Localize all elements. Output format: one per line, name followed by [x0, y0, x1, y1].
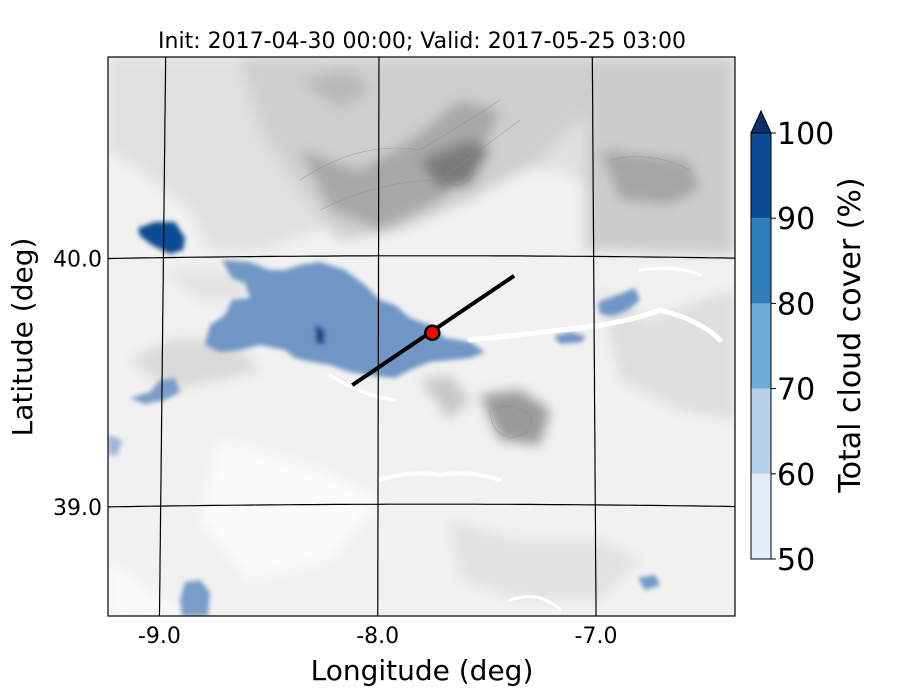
colorbar-segment [751, 133, 771, 219]
meridian-line [591, 57, 597, 616]
rivers [328, 266, 723, 612]
cloud-region-central [205, 260, 485, 378]
cloud-cover-field [108, 222, 660, 616]
location-marker [424, 324, 441, 342]
x-axis-label: Longitude (deg) [311, 654, 534, 687]
colorbar-segment [751, 388, 771, 474]
terrain-contours [299, 99, 691, 439]
y-axis-label: Latitude (deg) [6, 238, 39, 437]
colorbar-tick-label: 70 [777, 373, 815, 408]
lon-tick-label: -8.0 [356, 624, 399, 649]
cloud-region-east [598, 288, 640, 316]
lat-tick-label: 39.0 [53, 496, 102, 521]
meridian-line [377, 57, 380, 616]
colorbar-frame [750, 132, 772, 560]
lon-tick-label: -7.0 [575, 624, 618, 649]
lat-tick-labels: 40.0 39.0 [53, 248, 102, 521]
lon-tick-label: -9.0 [138, 624, 181, 649]
cloud-region-west-edge [108, 435, 122, 455]
graticule [108, 57, 735, 616]
parallel-line [108, 503, 735, 508]
cloud-region-central-dense [315, 325, 325, 345]
parallel-line [108, 255, 735, 260]
cloud-region-south [180, 580, 210, 616]
cloud-region-southwest [130, 378, 180, 404]
map-plot-area [108, 57, 735, 616]
lat-tick-label: 40.0 [53, 248, 102, 273]
cloud-region-southeast [638, 575, 660, 590]
colorbar-tick-label: 80 [777, 287, 815, 322]
colorbar-tick-label: 50 [777, 543, 815, 578]
map-title: Init: 2017-04-30 00:00; Valid: 2017-05-2… [158, 29, 686, 54]
cloud-region-northwest [138, 222, 185, 254]
colorbar: 50 60 70 80 90 100 [750, 109, 834, 578]
colorbar-tick-label: 100 [777, 117, 834, 152]
lon-tick-labels: -9.0 -8.0 -7.0 [138, 624, 618, 649]
colorbar-label: Total cloud cover (%) [833, 177, 868, 493]
colorbar-tick-label: 60 [777, 458, 815, 493]
colorbar-segment [751, 218, 771, 304]
cloud-region-east-small [554, 332, 585, 344]
colorbar-segment [751, 303, 771, 389]
colorbar-tick-label: 90 [777, 202, 815, 237]
map-frame [107, 56, 736, 617]
meridian-line [158, 57, 167, 616]
colorbar-segment [751, 473, 771, 559]
colorbar-extend-arrow [750, 109, 772, 134]
